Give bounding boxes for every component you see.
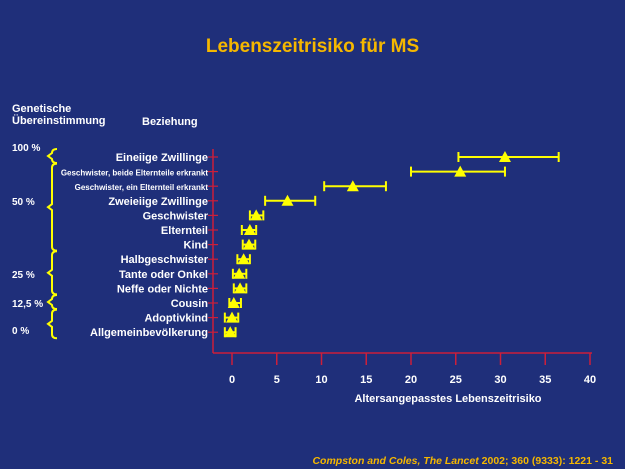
citation: Compston and Coles, The Lancet 2002; 360… — [312, 455, 613, 467]
category-label: Allgemeinbevölkerung — [90, 327, 208, 339]
risk-point — [243, 224, 256, 235]
citation-details: 2002; 360 (9333): 1221 - 31 — [481, 455, 613, 467]
category-label: Halbgeschwister — [121, 254, 209, 266]
risk-point — [281, 194, 294, 206]
x-tick-label: 15 — [360, 374, 372, 386]
x-tick-label: 20 — [405, 374, 417, 386]
risk-point — [250, 209, 263, 221]
risk-point — [224, 326, 237, 338]
category-label: Kind — [184, 240, 208, 252]
risk-point — [237, 253, 250, 265]
genetic-level-label: 0 % — [12, 326, 29, 337]
category-label: Tante oder Onkel — [119, 269, 208, 281]
risk-point — [233, 267, 246, 279]
genetic-level-label: 50 % — [12, 197, 35, 208]
risk-point — [346, 180, 359, 192]
relationship-header: Beziehung — [142, 116, 198, 128]
category-label: Zweieiige Zwillinge — [108, 196, 208, 208]
x-tick-label: 40 — [584, 374, 596, 386]
category-label: Geschwister — [143, 210, 209, 222]
genetic-level-label: 12,5 % — [12, 299, 43, 310]
risk-point — [234, 282, 247, 294]
risk-point — [243, 238, 256, 250]
risk-point — [498, 151, 511, 162]
category-label: Geschwister, beide Elternteile erkrankt — [61, 169, 209, 178]
risk-point — [226, 311, 238, 323]
citation-authors: Compston and Coles, The Lancet — [312, 455, 479, 467]
genetic-level-label: 100 % — [12, 143, 40, 154]
x-tick-label: 0 — [229, 374, 235, 386]
genetic-bracket — [46, 294, 58, 310]
x-axis-label: Altersangepasstes Lebenszeitrisiko — [354, 393, 541, 405]
category-label: Eineiige Zwillinge — [116, 152, 208, 164]
x-tick-label: 30 — [494, 374, 506, 386]
chart-title: Lebenszeitrisiko für MS — [205, 36, 420, 57]
x-tick-label: 10 — [315, 374, 327, 386]
genetic-match-header: Genetische Übereinstimmung — [12, 103, 106, 127]
risk-point — [227, 297, 240, 308]
genetic-bracket — [46, 308, 58, 340]
risk-point — [454, 165, 467, 177]
x-tick-label: 5 — [274, 374, 280, 386]
category-label: Cousin — [171, 298, 209, 310]
genetic-bracket — [46, 148, 58, 164]
genetic-level-label: 25 % — [12, 270, 35, 281]
category-label: Geschwister, ein Elternteil erkrankt — [75, 183, 209, 192]
genetic-bracket — [46, 162, 58, 252]
category-label: Neffe oder Nichte — [117, 283, 208, 295]
genetic-bracket — [46, 250, 58, 296]
category-label: Elternteil — [161, 225, 208, 237]
category-label: Adoptivkind — [144, 313, 208, 325]
x-tick-label: 35 — [539, 374, 551, 386]
x-tick-label: 25 — [450, 374, 462, 386]
